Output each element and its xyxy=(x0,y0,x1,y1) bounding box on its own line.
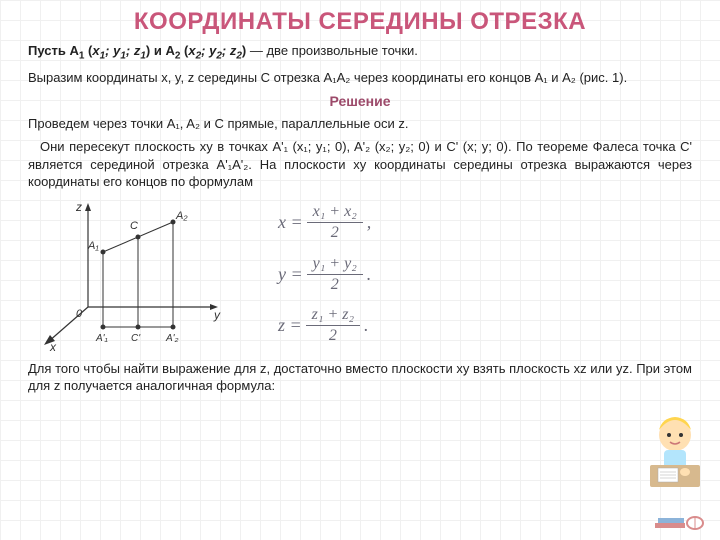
solution-heading: Решение xyxy=(28,93,692,109)
books-decoration-icon xyxy=(650,505,710,535)
axis-x-label: x xyxy=(49,340,57,352)
svg-text:A'₂: A'₂ xyxy=(165,333,179,344)
intro-para-2: Выразим координаты x, y, z середины C от… xyxy=(28,69,692,87)
svg-text:C: C xyxy=(130,220,138,232)
student-cartoon-icon xyxy=(640,410,710,490)
formula-y: y = y₁ + y₂2 . xyxy=(278,255,692,294)
intro-para-1: Пусть A1 (x1; y1; z1) и A2 (x2; y2; z2) … xyxy=(28,42,692,63)
solution-para-1: Проведем через точки A₁, A₂ и C прямые, … xyxy=(28,115,692,133)
diagram-formula-row: z y x 0 A'₁ C' A'₂ A₁ C A₂ x = x₁ + x₂2 … xyxy=(28,197,692,352)
formula-z: z = z₁ + z₂2 . xyxy=(278,306,692,345)
axis-z-label: z xyxy=(75,200,82,214)
axis-y-label: y xyxy=(213,308,221,322)
formulas-block: x = x₁ + x₂2 , y = y₁ + y₂2 . z = z₁ + z… xyxy=(238,197,692,352)
svg-text:A'₁: A'₁ xyxy=(95,333,108,344)
page-title: КООРДИНАТЫ СЕРЕДИНЫ ОТРЕЗКА xyxy=(28,8,692,36)
svg-text:A₁: A₁ xyxy=(87,240,99,252)
conclusion-para: Для того чтобы найти выражение для z, до… xyxy=(28,360,692,395)
formula-x: x = x₁ + x₂2 , xyxy=(278,203,692,242)
origin-label: 0 xyxy=(76,308,83,320)
solution-para-2: Они пересекут плоскость xy в точках A'₁ … xyxy=(28,138,692,191)
svg-text:C': C' xyxy=(131,333,141,344)
coordinate-diagram: z y x 0 A'₁ C' A'₂ A₁ C A₂ xyxy=(28,197,228,352)
svg-text:A₂: A₂ xyxy=(175,210,188,222)
